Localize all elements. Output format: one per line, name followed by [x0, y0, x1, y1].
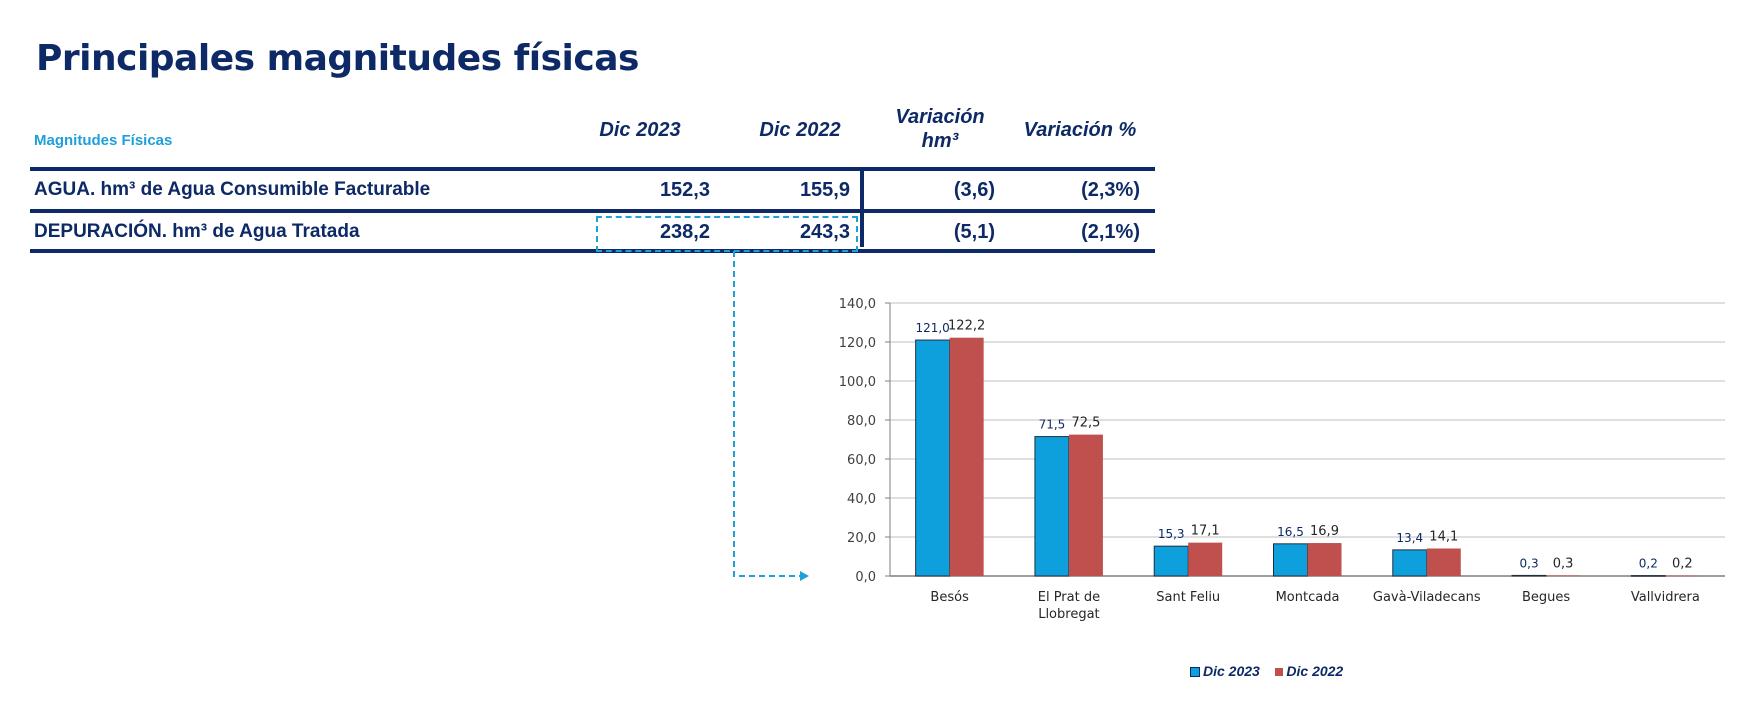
- data-label: 16,9: [1310, 524, 1339, 539]
- bar-dic2023: [915, 339, 951, 577]
- row-dic2022: 155,9: [799, 179, 850, 201]
- data-label: 14,1: [1429, 530, 1458, 545]
- bar-dic2022: [1426, 548, 1461, 576]
- y-tick-label: 100,0: [839, 375, 876, 390]
- row-dic2022: 243,3: [799, 221, 850, 243]
- x-tick-label: Montcada: [1276, 590, 1340, 605]
- table-column-separator: [860, 167, 864, 247]
- row-label: DEPURACIÓN. hm³ de Agua Tratada: [34, 221, 360, 242]
- table-rule-bottom: [30, 249, 1155, 253]
- bar-dic2023: [1273, 543, 1308, 577]
- bar-dic2023: [1034, 436, 1070, 577]
- bar-dic2022: [1307, 543, 1342, 576]
- y-tick-label: 20,0: [847, 531, 876, 546]
- header-magnitudes: Magnitudes Físicas: [34, 132, 173, 149]
- x-tick-label: Besós: [930, 590, 969, 605]
- page-title: Principales magnitudes físicas: [36, 38, 639, 79]
- bar-dic2023: [1153, 545, 1189, 577]
- row-var: (3,6): [953, 179, 995, 201]
- header-variacion-unit: hm³: [921, 130, 959, 152]
- x-tick-label: Sant Feliu: [1156, 590, 1220, 605]
- bar-dic2023: [1630, 575, 1666, 577]
- bar-dic2022: [1188, 542, 1223, 576]
- data-label: 121,0: [915, 321, 949, 335]
- x-tick-label: Begues: [1522, 590, 1570, 605]
- row-label: AGUA. hm³ de Agua Consumible Facturable: [34, 179, 431, 200]
- row-dic2023: 152,3: [659, 179, 710, 201]
- bar-dic2022: [1546, 575, 1581, 577]
- legend-label: Dic 2023: [1203, 663, 1260, 679]
- legend-label: Dic 2022: [1286, 663, 1344, 679]
- header-variacion-pct: Variación %: [1023, 119, 1137, 141]
- bar-dic2023: [1392, 549, 1428, 577]
- row-varpct: (2,1%): [1081, 221, 1140, 243]
- header-dic2023: Dic 2023: [599, 119, 681, 141]
- data-label: 0,3: [1520, 556, 1539, 570]
- y-tick-label: 80,0: [847, 414, 876, 429]
- y-tick-label: 120,0: [839, 336, 876, 351]
- data-label: 17,1: [1191, 524, 1220, 539]
- bar-dic2022: [1665, 575, 1700, 577]
- header-variacion-label: Variación: [895, 106, 985, 128]
- x-tick-label: Llobregat: [1038, 607, 1099, 622]
- bar-dic2023: [1511, 574, 1547, 577]
- header-dic2022: Dic 2022: [759, 119, 841, 141]
- data-label: 0,2: [1672, 557, 1693, 572]
- x-tick-label: Vallvidrera: [1631, 590, 1700, 605]
- highlight-box: [596, 216, 858, 252]
- legend-swatch: [1275, 668, 1284, 677]
- data-label: 15,3: [1158, 527, 1185, 541]
- data-label: 16,5: [1277, 525, 1304, 539]
- data-label: 71,5: [1039, 418, 1066, 432]
- table-row: DEPURACIÓN. hm³ de Agua Tratada 238,2 24…: [30, 213, 1155, 251]
- data-label: 122,2: [948, 319, 985, 334]
- header-variacion: Variación hm³: [875, 105, 1005, 153]
- table-row: AGUA. hm³ de Agua Consumible Facturable …: [30, 171, 1155, 209]
- legend-swatch: [1190, 667, 1200, 678]
- row-var: (5,1): [953, 221, 995, 243]
- row-varpct: (2,3%): [1081, 179, 1140, 201]
- chart-legend: Dic 2023 Dic 2022: [1190, 663, 1343, 679]
- magnitudes-table: Magnitudes Físicas Dic 2023 Dic 2022 Var…: [30, 105, 1155, 253]
- table-header: Magnitudes Físicas Dic 2023 Dic 2022 Var…: [30, 105, 1155, 167]
- data-label: 0,3: [1553, 556, 1574, 571]
- y-tick-label: 0,0: [855, 570, 876, 585]
- row-dic2023: 238,2: [659, 221, 710, 243]
- y-tick-label: 60,0: [847, 453, 876, 468]
- data-label: 13,4: [1396, 531, 1423, 545]
- data-label: 0,2: [1639, 557, 1658, 571]
- legend-item-dic2023: Dic 2023: [1190, 663, 1260, 679]
- bar-dic2022: [1068, 434, 1103, 576]
- bar-dic2022: [949, 337, 984, 576]
- legend-item-dic2022: Dic 2022: [1275, 663, 1343, 679]
- x-tick-label: Gavà-Viladecans: [1373, 590, 1481, 605]
- y-tick-label: 40,0: [847, 492, 876, 507]
- table-rule-mid: [30, 209, 1155, 213]
- data-label: 72,5: [1071, 416, 1100, 431]
- y-tick-label: 140,0: [839, 297, 876, 312]
- table-rule-top: [30, 167, 1155, 171]
- x-tick-label: El Prat de: [1038, 590, 1100, 605]
